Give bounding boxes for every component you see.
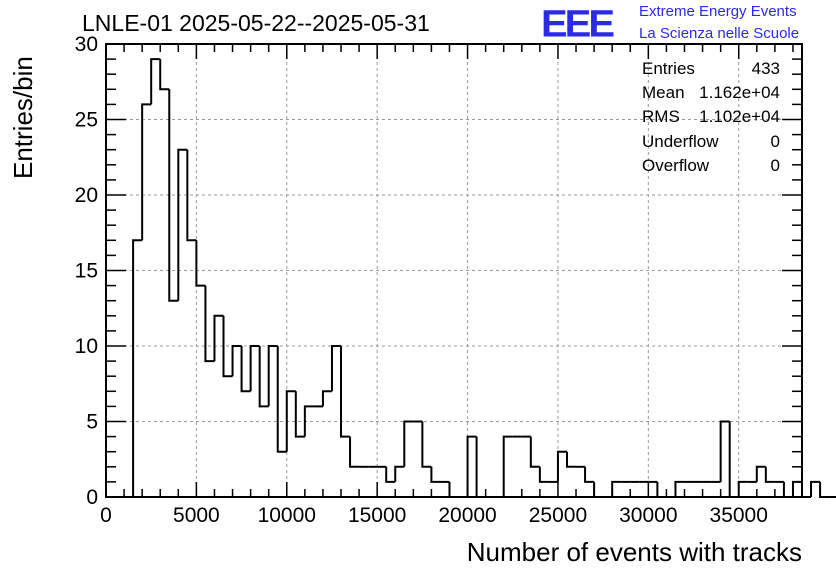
x-axis-label: Number of events with tracks: [466, 537, 802, 567]
y-tick-label: 15: [75, 260, 98, 283]
stats-label: Underflow: [642, 131, 719, 151]
histogram-bin: [285, 390, 296, 452]
histogram-bin: [276, 346, 287, 453]
logo-line-2: La Scienza nelle Scuole: [639, 25, 800, 42]
histogram-bin: [394, 465, 405, 482]
histogram-bin: [565, 451, 577, 468]
stats-label: Entries: [642, 59, 695, 78]
histogram-bin: [466, 435, 477, 497]
histogram-bin: [475, 436, 486, 498]
stats-row-mean: Mean 1.162e+04: [642, 83, 780, 107]
histogram-bin: [810, 480, 821, 497]
histogram-bin: [801, 481, 812, 498]
histogram-bin: [249, 345, 260, 392]
stats-label: RMS: [642, 107, 680, 127]
histogram-bin: [421, 421, 432, 468]
histogram-bin: [150, 58, 161, 105]
histogram-bin: [656, 481, 667, 498]
histogram-bin: [755, 465, 766, 482]
stats-box: Entries 433 Mean 1.162e+04 RMS 1.102e+04…: [642, 59, 780, 180]
histogram-bin: [195, 240, 206, 287]
y-tick-label: 5: [86, 411, 98, 434]
y-tick-label: 20: [75, 184, 98, 207]
histogram-bin: [213, 314, 224, 362]
stats-value: 433: [751, 59, 780, 78]
histogram-bin: [403, 420, 414, 467]
histogram-bin: [737, 480, 748, 497]
y-axis-label: Entries/bin: [8, 56, 38, 179]
stats-value: 1.162e+04: [699, 83, 780, 103]
histogram-bin: [204, 285, 215, 363]
histogram-bin: [231, 345, 242, 377]
x-tick-label: 30000: [619, 504, 677, 527]
histogram-bin: [584, 466, 595, 483]
histogram-bin: [674, 480, 685, 497]
histogram-bin: [782, 481, 793, 498]
stats-value: 1.102e+04: [699, 107, 780, 127]
histogram-bin: [321, 390, 332, 407]
histogram-bin: [764, 466, 775, 483]
histogram-bin: [294, 391, 305, 438]
chart-title: LNLE-01 2025-05-22--2025-05-31: [82, 10, 430, 36]
histogram-bin: [267, 345, 278, 407]
y-tick-label: 25: [75, 109, 98, 132]
histogram-bin: [240, 346, 251, 393]
histogram-bin: [538, 466, 549, 483]
histogram-bin: [430, 466, 441, 483]
stats-row-overflow: Overflow 0: [642, 156, 780, 180]
histogram-bin: [819, 481, 830, 498]
histogram-bin: [340, 346, 351, 438]
histogram-bin: [132, 239, 143, 497]
stats-label: Mean: [642, 83, 685, 103]
histogram-bin: [791, 480, 802, 497]
stats-value: 0: [770, 155, 780, 175]
x-tick-label: 0: [100, 504, 112, 527]
histogram-bin: [349, 436, 360, 468]
histogram-bin: [448, 481, 459, 498]
stats-row-rms: RMS 1.102e+04: [642, 107, 780, 131]
histogram-bin: [728, 421, 739, 498]
histogram-bin: [258, 346, 269, 408]
histogram-bin: [719, 420, 730, 482]
histogram-bin: [141, 103, 152, 241]
histogram-bin: [330, 345, 342, 392]
histogram-bin: [159, 59, 170, 91]
stats-row-underflow: Underflow 0: [642, 132, 780, 156]
logo-line-1: Extreme Energy Events: [639, 3, 797, 20]
histogram-bin: [222, 315, 233, 378]
x-tick-label: 20000: [438, 504, 496, 527]
eee-logo: EEE: [541, 3, 615, 45]
y-tick-label: 0: [86, 486, 98, 509]
y-tick-label: 30: [75, 33, 98, 56]
axis-ticks: 0 5000 10000 15000 20000 25000 30000 35000 0 5 10 1…: [75, 33, 802, 527]
x-tick-label: 5000: [173, 504, 220, 527]
histogram-bin: [303, 405, 314, 437]
histogram-bin: [529, 436, 540, 468]
histogram-bin: [593, 481, 604, 498]
stats-value: 0: [770, 131, 780, 151]
y-tick-label: 10: [75, 335, 98, 358]
x-tick-label: 10000: [258, 504, 316, 527]
histogram-bin: [168, 89, 179, 302]
x-tick-label: 15000: [348, 504, 406, 527]
histogram-bin: [556, 450, 567, 482]
stats-label: Overflow: [642, 155, 710, 175]
histogram-series: [132, 58, 836, 498]
stats-row-entries: Entries 433: [642, 59, 780, 83]
histogram-bin: [177, 148, 188, 301]
x-tick-label: 35000: [710, 504, 768, 527]
histogram-bin: [611, 480, 622, 497]
histogram-bin: [186, 149, 197, 242]
histogram-bin: [385, 466, 396, 483]
x-tick-label: 25000: [529, 504, 587, 527]
histogram-bin: [502, 435, 513, 497]
